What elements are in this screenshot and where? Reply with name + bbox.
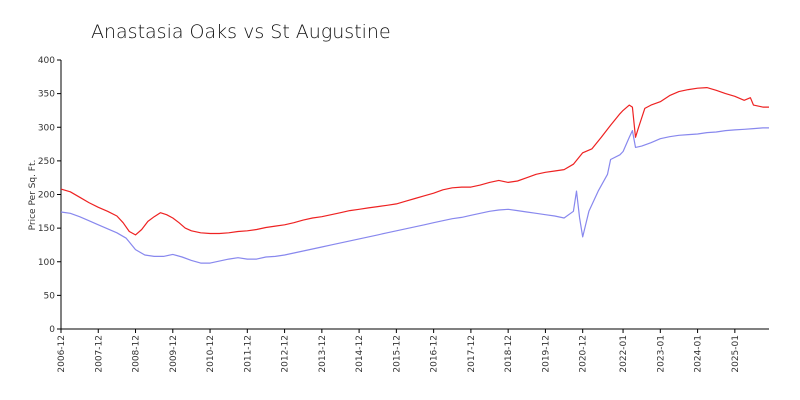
- x-tick-label: 2010-12: [206, 335, 216, 373]
- x-tick-label: 2012-12: [281, 335, 291, 373]
- x-tick-label: 2007-12: [94, 335, 104, 373]
- x-tick-label: 2009-12: [169, 335, 179, 373]
- x-tick-label: 2006-12: [57, 335, 67, 373]
- y-tick-label: 0: [49, 325, 55, 335]
- y-tick-label: 100: [38, 258, 55, 268]
- x-tick-label: 2014-12: [355, 335, 365, 373]
- chart-title: Anastasia Oaks vs St Augustine: [91, 21, 391, 43]
- y-tick-label: 400: [38, 56, 55, 66]
- x-tick-label: 2022-01: [619, 335, 629, 373]
- y-tick-label: 200: [38, 191, 55, 201]
- plot-area: 0 50 100 150 200 250 300 350 400 2006-12 2007-12 20…: [38, 56, 769, 373]
- x-tick-label: 2025-01: [731, 335, 741, 373]
- x-tick-label: 2017-12: [467, 335, 477, 373]
- x-tick-label: 2024-01: [694, 335, 704, 373]
- x-tick-label: 2016-12: [430, 335, 440, 373]
- x-tick-label: 2020-12: [579, 335, 589, 373]
- x-tick-label: 2019-12: [541, 335, 551, 373]
- y-tick-label: 150: [38, 224, 55, 234]
- y-tick-label: 300: [38, 123, 55, 133]
- y-tick-label: 50: [44, 291, 56, 301]
- x-tick-label: 2015-12: [392, 335, 402, 373]
- x-tick-label: 2023-01: [656, 335, 666, 373]
- x-tick-label: 2013-12: [318, 335, 328, 373]
- x-tick-label: 2018-12: [504, 335, 514, 373]
- y-tick-label: 350: [38, 90, 55, 100]
- x-tick-label: 2008-12: [132, 335, 142, 373]
- y-axis-label: Price Per Sq. Ft.: [28, 160, 38, 231]
- y-tick-label: 250: [38, 157, 55, 167]
- series-line-2: [60, 127, 769, 264]
- series-line-1: [60, 86, 769, 236]
- x-tick-label: 2011-12: [243, 335, 253, 373]
